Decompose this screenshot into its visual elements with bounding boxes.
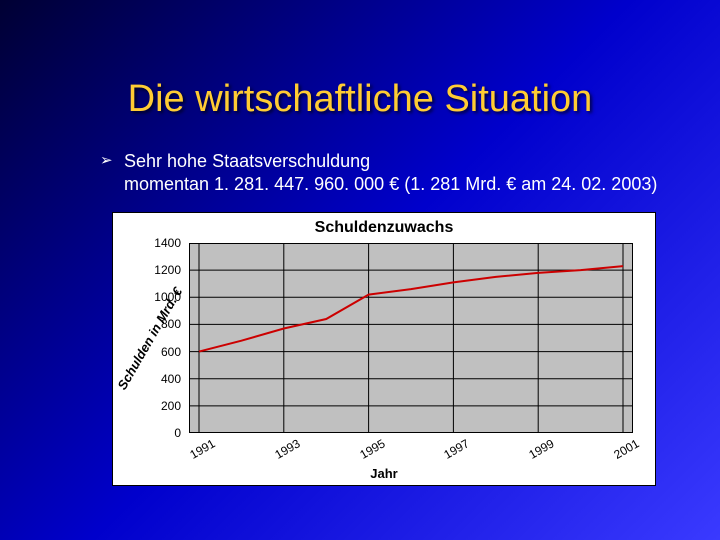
data-line bbox=[199, 266, 623, 351]
slide-title: Die wirtschaftliche Situation bbox=[0, 78, 720, 121]
x-tick-label: 2001 bbox=[611, 436, 641, 461]
y-tick-label: 1000 bbox=[154, 290, 181, 304]
x-tick-label: 1999 bbox=[527, 436, 557, 461]
y-tick-label: 0 bbox=[174, 426, 181, 440]
plot-area bbox=[189, 243, 633, 433]
x-tick-label: 1997 bbox=[442, 436, 472, 461]
y-tick-label: 400 bbox=[161, 372, 181, 386]
bullet-text-line1: Sehr hohe Staatsverschuldung bbox=[124, 150, 680, 173]
bullet-text-line2: momentan 1. 281. 447. 960. 000 € (1. 281… bbox=[100, 173, 680, 196]
x-tick-label: 1991 bbox=[187, 436, 217, 461]
x-tick-label: 1995 bbox=[357, 436, 387, 461]
y-tick-label: 600 bbox=[161, 345, 181, 359]
x-axis-label: Jahr bbox=[113, 466, 655, 481]
y-tick-label: 1400 bbox=[154, 236, 181, 250]
chart-card: Schuldenzuwachs Schulden in Mrd. € 02004… bbox=[112, 212, 656, 486]
y-tick-label: 800 bbox=[161, 317, 181, 331]
bullet-glyph: ➢ bbox=[100, 150, 124, 173]
y-tick-label: 1200 bbox=[154, 263, 181, 277]
x-tick-label: 1993 bbox=[272, 436, 302, 461]
y-tick-label: 200 bbox=[161, 399, 181, 413]
bullet-item: ➢ Sehr hohe Staatsverschuldung momentan … bbox=[100, 150, 680, 195]
x-ticks: 199119931995199719992001 bbox=[189, 437, 633, 467]
y-ticks: 0200400600800100012001400 bbox=[113, 243, 185, 433]
plot-svg bbox=[189, 243, 633, 433]
chart-title: Schuldenzuwachs bbox=[113, 219, 655, 237]
